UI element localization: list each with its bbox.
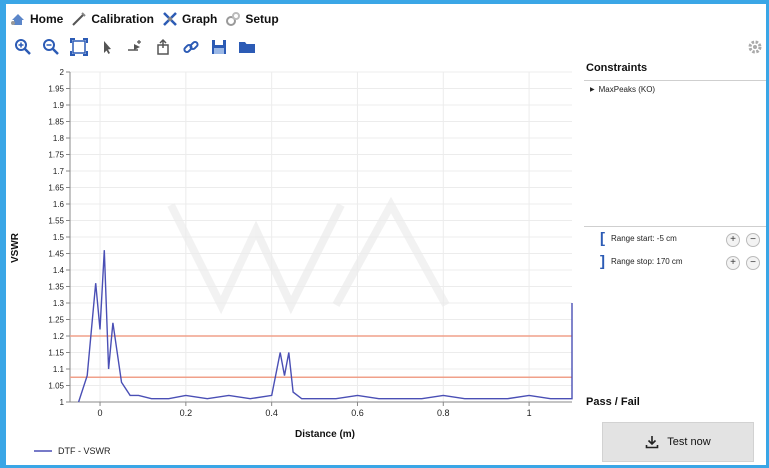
x-tick-label: 0 bbox=[98, 408, 103, 418]
plus-icon: + bbox=[730, 257, 736, 268]
range-start-bracket-icon: [ bbox=[600, 230, 605, 247]
settings-gear-icon[interactable] bbox=[746, 38, 764, 56]
y-tick-label: 1.65 bbox=[48, 184, 64, 193]
cursor-button[interactable] bbox=[96, 36, 118, 58]
menu-home[interactable]: Home bbox=[10, 11, 63, 27]
y-tick-label: 1.95 bbox=[48, 85, 64, 94]
range-stop-row: ] Range stop: 170 cm bbox=[600, 253, 683, 270]
expand-caret-icon[interactable]: ▶ bbox=[590, 87, 595, 93]
test-now-button[interactable]: Test now bbox=[602, 422, 754, 462]
range-start-decrease-button[interactable]: − bbox=[746, 233, 760, 247]
download-icon bbox=[645, 436, 659, 449]
pass-fail-title: Pass / Fail bbox=[586, 396, 640, 408]
x-tick-label: 1 bbox=[527, 408, 532, 418]
zoom-out-icon bbox=[43, 39, 59, 55]
home-icon bbox=[11, 14, 24, 25]
folder-icon bbox=[239, 42, 255, 53]
plus-icon: + bbox=[730, 234, 736, 245]
fit-view-button[interactable] bbox=[68, 36, 90, 58]
link-button[interactable] bbox=[180, 36, 202, 58]
legend-label: DTF - VSWR bbox=[58, 446, 111, 456]
menu-calibration-label: Calibration bbox=[91, 12, 155, 26]
x-tick-label: 0.2 bbox=[180, 408, 193, 418]
x-axis-label: Distance (m) bbox=[295, 429, 355, 440]
range-start-increase-button[interactable]: + bbox=[726, 233, 740, 247]
y-tick-label: 1.2 bbox=[53, 332, 65, 341]
range-stop-bracket-icon: ] bbox=[600, 253, 605, 270]
app-window: Home Calibration Graph Setup bbox=[6, 4, 766, 465]
fit-view-icon bbox=[70, 38, 88, 56]
menu-home-label: Home bbox=[30, 12, 64, 26]
cursor-icon bbox=[104, 41, 111, 54]
setup-icon bbox=[226, 12, 241, 26]
minus-icon: − bbox=[750, 257, 756, 268]
range-stop-increase-button[interactable]: + bbox=[726, 256, 740, 270]
y-tick-label: 1.8 bbox=[53, 134, 65, 143]
graph-icon bbox=[163, 12, 177, 26]
y-tick-label: 1.7 bbox=[53, 167, 65, 176]
watermark-logo bbox=[167, 196, 450, 315]
zoom-in-button[interactable] bbox=[12, 36, 34, 58]
vswr-chart: 1 1.05 1.1 1.15 1.2 1.25 1.3 1.35 1.4 1.45 1.5 1.55… bbox=[10, 68, 573, 456]
dtf-vswr-trace bbox=[77, 250, 573, 403]
y-tick-label: 1.4 bbox=[53, 266, 65, 275]
constraints-title: Constraints bbox=[586, 62, 648, 74]
y-tick-label: 1.85 bbox=[48, 118, 64, 127]
save-icon bbox=[212, 40, 226, 54]
y-tick-label: 1.45 bbox=[48, 250, 64, 259]
open-folder-button[interactable] bbox=[236, 36, 258, 58]
menu-bar: Home Calibration Graph Setup bbox=[6, 4, 766, 34]
y-tick-label: 1.05 bbox=[48, 382, 64, 391]
menu-calibration[interactable]: Calibration bbox=[71, 11, 154, 27]
x-tick-label: 0.4 bbox=[265, 408, 278, 418]
minus-icon: − bbox=[750, 234, 756, 245]
graph-toolbar bbox=[12, 36, 258, 58]
y-tick-label: 1.6 bbox=[53, 200, 65, 209]
y-tick-label: 1.9 bbox=[53, 101, 65, 110]
y-tick-label: 2 bbox=[60, 68, 65, 77]
y-tick-label: 1 bbox=[60, 398, 65, 407]
link-icon bbox=[183, 40, 199, 54]
save-button[interactable] bbox=[208, 36, 230, 58]
menu-graph-label: Graph bbox=[182, 12, 218, 26]
y-tick-label: 1.35 bbox=[48, 283, 64, 292]
constraints-list: ▶ MaxPeaks (KO) bbox=[584, 80, 766, 227]
zoom-out-button[interactable] bbox=[40, 36, 62, 58]
y-tick-label: 1.15 bbox=[48, 349, 64, 358]
add-marker-button[interactable] bbox=[124, 36, 146, 58]
x-tick-label: 0.6 bbox=[351, 408, 364, 418]
calibration-icon bbox=[72, 12, 87, 26]
y-tick-label: 1.1 bbox=[53, 365, 65, 374]
clear-markers-button[interactable] bbox=[152, 36, 174, 58]
range-start-row: [ Range start: -5 cm bbox=[600, 230, 677, 247]
range-stop-decrease-button[interactable]: − bbox=[746, 256, 760, 270]
test-now-label: Test now bbox=[667, 436, 711, 448]
range-start-label: Range start: -5 cm bbox=[611, 234, 677, 243]
y-axis-label: VSWR bbox=[10, 232, 21, 263]
y-tick-label: 1.75 bbox=[48, 151, 64, 160]
range-stop-label: Range stop: 170 cm bbox=[611, 257, 683, 266]
side-panel: Constraints ▶ MaxPeaks (KO) [ Range star… bbox=[584, 60, 766, 465]
x-tick-label: 0.8 bbox=[437, 408, 450, 418]
constraint-item-label: MaxPeaks (KO) bbox=[598, 85, 656, 94]
constraint-item[interactable]: ▶ MaxPeaks (KO) bbox=[590, 85, 655, 94]
y-tick-label: 1.3 bbox=[53, 299, 65, 308]
y-tick-label: 1.5 bbox=[53, 233, 65, 242]
zoom-in-icon bbox=[15, 39, 31, 55]
menu-setup-label: Setup bbox=[245, 12, 279, 26]
clear-markers-icon bbox=[157, 38, 169, 55]
y-tick-label: 1.25 bbox=[48, 316, 64, 325]
menu-graph[interactable]: Graph bbox=[162, 11, 217, 27]
menu-setup[interactable]: Setup bbox=[225, 11, 279, 27]
add-marker-icon bbox=[128, 40, 141, 51]
y-tick-label: 1.55 bbox=[48, 217, 64, 226]
